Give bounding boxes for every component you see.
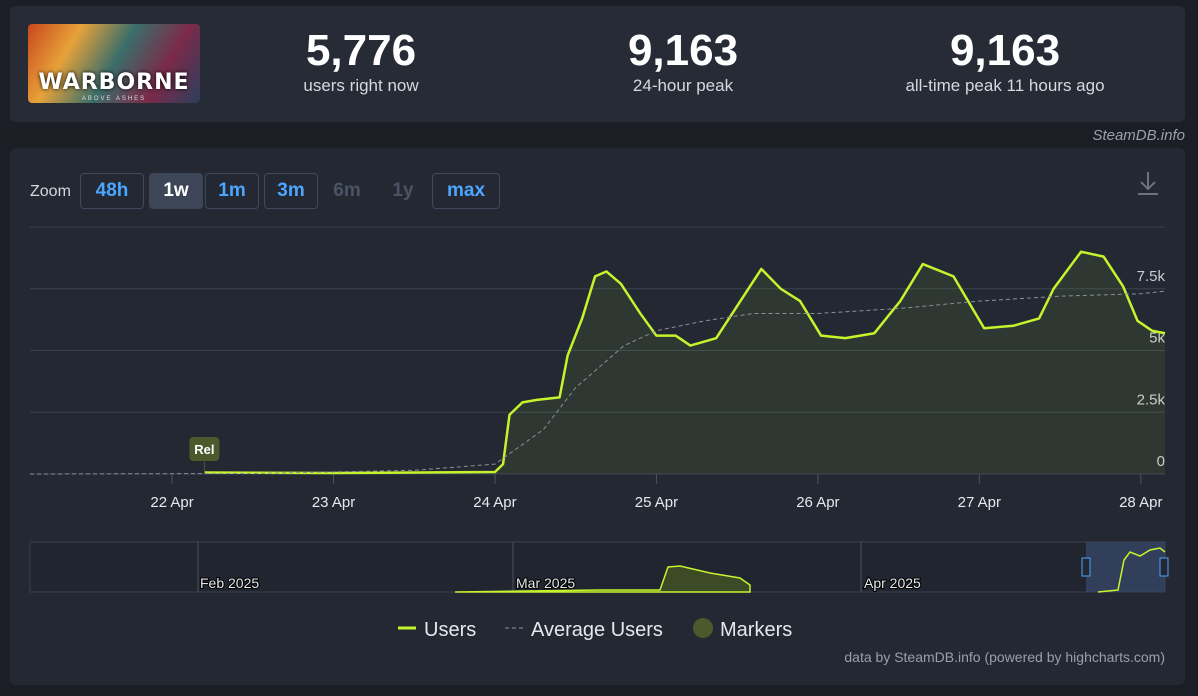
navigator: Feb 2025 Mar 2025 Apr 2025 [29,541,1169,593]
legend-symbol [693,618,713,638]
chart-panel [10,148,1185,685]
zoom-button: 1y [392,180,414,201]
navigator-label: Feb 2025 [200,575,259,591]
navigator-label: Apr 2025 [864,575,921,591]
stat-value: 5,776 [305,26,417,75]
zoom-button[interactable]: 1w [149,173,203,209]
stat-label: users right now [303,76,419,95]
users-area [204,251,1165,474]
average-line [29,290,1166,475]
zoom-label: Zoom [30,183,71,200]
logo-title: WARBORNE [38,70,190,95]
logo-subtitle: ABOVE ASHES [81,96,147,102]
logo[interactable]: WARBORNE ABOVE ASHES [28,24,200,103]
x-tick-label: 27 Apr [958,494,1001,511]
users-line [204,250,1166,475]
x-tick-label: 25 Apr [635,494,678,511]
stat: 5,776 users right now [211,26,511,96]
stat-label: all-time peak 11 hours ago [905,76,1105,95]
marker-flag [189,437,220,461]
navigator-label: Mar 2025 [516,575,575,591]
marker-label: Rel [194,442,214,457]
y-tick-label: 2.5k [1137,391,1166,408]
legend-label[interactable]: Users [424,619,476,641]
zoom-button[interactable]: 3m [264,173,318,209]
legend-label[interactable]: Average Users [531,619,663,641]
x-tick-label: 24 Apr [473,494,516,511]
zoom-button[interactable]: 1m [205,173,259,209]
header-panel [10,6,1185,122]
source[interactable]: SteamDB.info [1092,127,1185,144]
stat-value: 9,163 [949,26,1061,75]
stat-value: 9,163 [627,26,739,75]
stat: 9,163 24-hour peak [533,26,833,96]
x-tick-label: 23 Apr [312,494,355,511]
y-tick-label: 0 [1157,453,1165,470]
y-tick-label: 7.5k [1137,268,1166,285]
stat: 9,163 all-time peak 11 hours ago [855,26,1155,96]
download-icon[interactable] [1138,172,1158,195]
stat-label: 24-hour peak [632,76,734,95]
zoom-button: 6m [333,180,361,201]
zoom-button[interactable]: 48h [80,173,144,209]
legend-label: Markers [720,619,792,641]
x-tick-label: 22 Apr [150,494,193,511]
credits[interactable]: data by SteamDB.info (powered by highcha… [844,649,1165,665]
x-tick-label: 26 Apr [796,494,839,511]
x-tick-label: 28 Apr [1119,494,1162,511]
zoom-button[interactable]: max [432,173,500,209]
